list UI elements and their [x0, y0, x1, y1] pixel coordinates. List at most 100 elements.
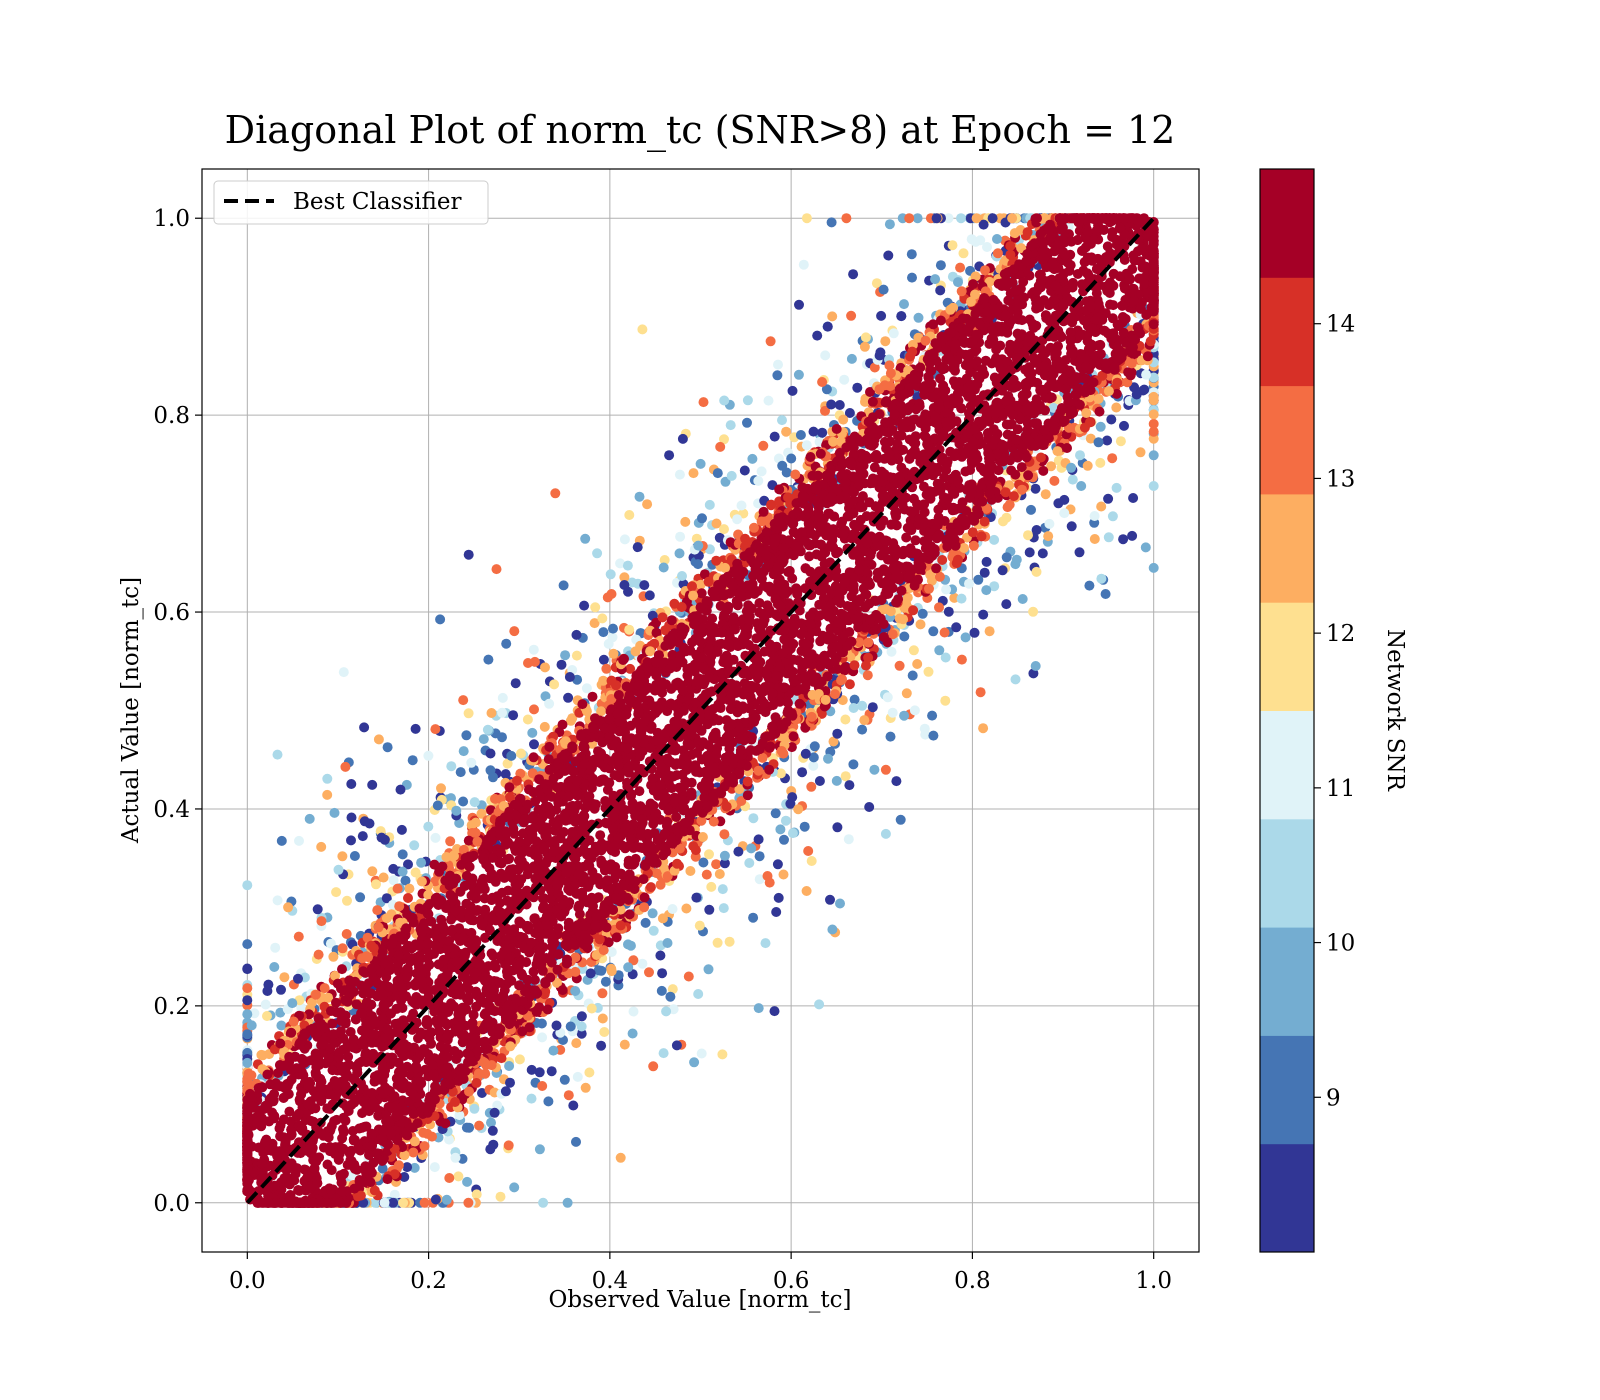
scatter-point: [806, 856, 817, 866]
scatter-point: [242, 939, 253, 950]
scatter-point: [801, 886, 812, 896]
scatter-point: [813, 470, 823, 481]
scatter-point: [764, 764, 775, 775]
scatter-point: [795, 430, 806, 440]
scatter-point: [589, 618, 600, 629]
scatter-point: [884, 219, 895, 230]
scatter-point: [505, 1041, 516, 1052]
scatter-point: [943, 606, 954, 617]
scatter-point: [1081, 408, 1092, 418]
scatter-point: [968, 540, 979, 551]
scatter-point: [808, 426, 819, 437]
scatter-point: [969, 627, 980, 638]
scatter-point: [971, 213, 982, 224]
scatter-point: [598, 627, 609, 638]
scatter-point: [671, 1040, 682, 1051]
scatter-point: [864, 802, 875, 812]
scatter-point: [571, 650, 582, 661]
scatter-point: [286, 1027, 297, 1038]
scatter-point: [841, 213, 852, 224]
scatter-point: [564, 672, 575, 682]
scatter-point: [1075, 450, 1085, 461]
scatter-point: [906, 249, 917, 260]
scatter-point: [831, 424, 842, 434]
scatter-point: [592, 548, 603, 559]
scatter-point: [803, 846, 814, 856]
scatter-point: [794, 299, 804, 310]
scatter-point: [960, 632, 971, 643]
scatter-point: [992, 248, 1003, 259]
scatter-point: [404, 883, 415, 894]
scatter-point: [1145, 336, 1156, 347]
scatter-point: [920, 335, 931, 346]
scatter-point: [1126, 358, 1137, 369]
scatter-point: [769, 1006, 780, 1017]
scatter-point: [683, 971, 694, 982]
scatter-point: [742, 417, 752, 428]
scatter-point: [959, 543, 969, 553]
scatter-point: [1095, 421, 1106, 432]
scatter-point: [478, 734, 489, 745]
scatter-point: [760, 938, 771, 949]
scatter-point: [754, 851, 765, 862]
scatter-point: [342, 895, 352, 906]
scatter-point: [718, 903, 729, 914]
scatter-point: [596, 1040, 607, 1051]
scatter-point: [1022, 227, 1033, 238]
scatter-point: [371, 879, 381, 890]
scatter-point: [753, 1003, 764, 1014]
scatter-point: [758, 440, 769, 451]
scatter-point: [558, 580, 569, 591]
scatter-point: [435, 614, 446, 625]
scatter-point: [1005, 249, 1016, 260]
scatter-point: [529, 739, 539, 750]
scatter-point: [623, 586, 633, 597]
scatter-point: [861, 660, 871, 671]
scatter-point: [508, 710, 519, 721]
scatter-point: [690, 845, 701, 856]
scatter-point: [801, 213, 812, 224]
scatter-point: [551, 1020, 562, 1031]
scatter-point: [600, 976, 611, 987]
scatter-point: [823, 753, 833, 764]
scatter-point: [279, 972, 290, 983]
scatter-point: [1148, 481, 1159, 491]
scatter-point: [1044, 518, 1055, 529]
scatter-point: [605, 569, 616, 580]
scatter-point: [703, 964, 714, 975]
scatter-point: [606, 675, 617, 686]
scatter-point: [559, 1074, 570, 1085]
scatter-point: [956, 654, 967, 665]
scatter-point: [463, 549, 474, 560]
scatter-point: [867, 702, 878, 713]
scatter-point: [677, 433, 688, 444]
scatter-point: [512, 775, 522, 786]
scatter-point: [689, 1057, 700, 1068]
scatter-point: [409, 1162, 420, 1173]
scatter-point: [693, 540, 704, 551]
scatter-point: [770, 808, 781, 819]
scatter-point: [599, 1027, 610, 1037]
scatter-point: [606, 966, 617, 977]
scatter-point: [242, 1057, 253, 1068]
scatter-point: [242, 983, 253, 994]
scatter-point: [793, 804, 804, 815]
scatter-point: [699, 569, 710, 580]
scatter-point: [812, 330, 823, 341]
scatter-point: [470, 827, 481, 838]
scatter-point: [899, 710, 910, 721]
scatter-point: [852, 382, 863, 393]
scatter-point: [859, 341, 870, 352]
scatter-point: [711, 859, 722, 870]
scatter-point: [270, 942, 281, 953]
scatter-point: [444, 1134, 455, 1145]
scatter-point: [719, 829, 730, 840]
scatter-point: [469, 1103, 480, 1114]
scatter-point: [659, 555, 670, 565]
scatter-point: [878, 632, 889, 643]
scatter-point: [469, 797, 480, 808]
scatter-point: [913, 312, 924, 323]
scatter-point: [712, 937, 723, 948]
scatter-point: [788, 731, 799, 742]
scatter-point: [744, 858, 755, 868]
